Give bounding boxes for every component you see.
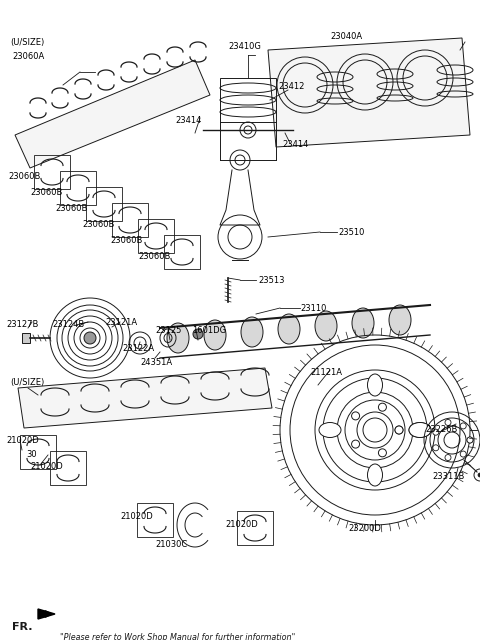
Circle shape: [395, 426, 403, 434]
Text: 23311B: 23311B: [432, 472, 464, 481]
Circle shape: [193, 329, 203, 339]
Text: 23414: 23414: [175, 116, 202, 125]
Circle shape: [395, 426, 403, 434]
Ellipse shape: [368, 464, 383, 486]
Circle shape: [445, 454, 451, 461]
Text: 23414: 23414: [282, 140, 308, 149]
Ellipse shape: [315, 311, 337, 341]
Text: "Please refer to Work Shop Manual for further information": "Please refer to Work Shop Manual for fu…: [60, 633, 295, 640]
Text: 23110: 23110: [300, 304, 326, 313]
Circle shape: [84, 332, 96, 344]
Circle shape: [351, 412, 360, 420]
Ellipse shape: [204, 320, 226, 350]
Text: 23513: 23513: [258, 276, 285, 285]
Text: (U/SIZE): (U/SIZE): [10, 38, 44, 47]
Text: 23122A: 23122A: [122, 344, 154, 353]
Text: 1601DG: 1601DG: [192, 326, 226, 335]
Text: 23124B: 23124B: [52, 320, 84, 329]
Text: 23060B: 23060B: [138, 252, 170, 261]
Polygon shape: [18, 368, 272, 428]
Ellipse shape: [241, 317, 263, 347]
Text: 23200D: 23200D: [348, 524, 381, 533]
Polygon shape: [268, 38, 470, 147]
Text: 23127B: 23127B: [6, 320, 38, 329]
Circle shape: [378, 403, 386, 411]
Text: 24351A: 24351A: [140, 358, 172, 367]
Ellipse shape: [278, 314, 300, 344]
Text: 23060B: 23060B: [110, 236, 143, 245]
Bar: [60, 171, 96, 205]
Bar: [237, 511, 273, 545]
Ellipse shape: [319, 422, 341, 438]
Circle shape: [445, 419, 451, 426]
Text: 23226B: 23226B: [425, 425, 457, 434]
Text: 23060B: 23060B: [82, 220, 114, 229]
Text: 23510: 23510: [338, 228, 364, 237]
Text: 23060B: 23060B: [55, 204, 87, 213]
Circle shape: [433, 445, 439, 451]
Text: 30: 30: [26, 450, 36, 459]
Text: 21121A: 21121A: [310, 368, 342, 377]
Circle shape: [467, 437, 473, 443]
Ellipse shape: [368, 374, 383, 396]
Bar: [138, 219, 174, 253]
Polygon shape: [38, 609, 55, 619]
Bar: [22, 333, 30, 343]
Circle shape: [460, 423, 466, 429]
Text: 23060B: 23060B: [8, 172, 40, 181]
Bar: [112, 203, 148, 237]
Ellipse shape: [389, 305, 411, 335]
Ellipse shape: [352, 308, 374, 338]
Circle shape: [478, 473, 480, 477]
Text: 23410G: 23410G: [228, 42, 261, 51]
Text: (U/SIZE): (U/SIZE): [10, 378, 44, 387]
Text: 23125: 23125: [155, 326, 181, 335]
Text: 23040A: 23040A: [330, 32, 362, 41]
Circle shape: [351, 440, 360, 448]
Text: 21020D: 21020D: [225, 520, 258, 529]
Text: 23060B: 23060B: [30, 188, 62, 197]
Text: 23060A: 23060A: [12, 52, 44, 61]
Text: FR.: FR.: [12, 622, 33, 632]
Text: 21020D: 21020D: [120, 512, 153, 521]
Text: 21020D: 21020D: [30, 462, 63, 471]
Bar: [137, 503, 173, 537]
Circle shape: [467, 437, 473, 443]
Bar: [34, 155, 70, 189]
Ellipse shape: [409, 422, 431, 438]
Circle shape: [460, 451, 466, 457]
Polygon shape: [15, 60, 210, 168]
Circle shape: [378, 449, 386, 457]
Text: 21020D: 21020D: [6, 436, 39, 445]
Text: 23121A: 23121A: [105, 318, 137, 327]
Text: 21030C: 21030C: [155, 540, 187, 549]
Text: 23412: 23412: [278, 82, 304, 91]
Bar: [220, 78, 276, 122]
Bar: [20, 435, 56, 469]
Ellipse shape: [409, 422, 431, 438]
Bar: [86, 187, 122, 221]
Circle shape: [433, 429, 439, 435]
Bar: [164, 235, 200, 269]
Bar: [50, 451, 86, 485]
Ellipse shape: [167, 323, 189, 353]
